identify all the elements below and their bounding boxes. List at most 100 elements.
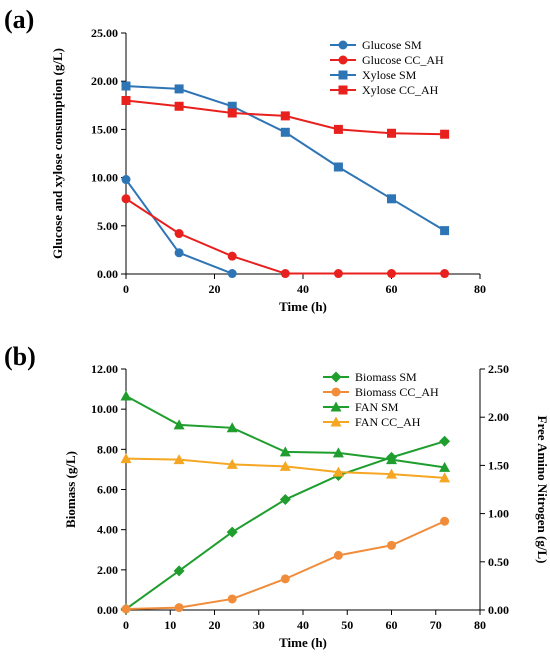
series-glucose-cc-ah	[121, 194, 450, 279]
data-point	[121, 194, 131, 204]
data-point	[440, 269, 450, 279]
series-glucose-sm	[121, 175, 237, 279]
legend-marker	[338, 55, 348, 65]
legend-marker	[338, 40, 348, 50]
y-tick-label: 12.00	[91, 362, 118, 376]
legend-item-xylose-sm: Xylose SM	[330, 68, 417, 82]
legend-label: FAN SM	[355, 400, 399, 414]
data-point	[121, 175, 131, 185]
legend-item-fan-cc-ah: FAN CC_AH	[323, 415, 421, 429]
y-tick-label: 10.00	[91, 171, 118, 185]
x-tick-label: 10	[164, 618, 176, 632]
data-point	[121, 604, 131, 614]
series-xylose-cc-ah	[121, 95, 450, 139]
y-tick-label: 2.00	[97, 563, 118, 577]
legend-item-biomass-cc-ah: Biomass CC_AH	[323, 385, 439, 399]
panel-label: (a)	[4, 5, 34, 34]
data-point	[227, 269, 237, 279]
legend-label: Xylose CC_AH	[362, 83, 439, 97]
data-point	[387, 194, 396, 204]
data-point	[387, 540, 396, 550]
legend-item-xylose-cc-ah: Xylose CC_AH	[330, 83, 439, 97]
y-tick-label: 0.00	[97, 267, 118, 281]
data-point	[439, 435, 451, 447]
data-point	[279, 446, 291, 457]
data-point	[280, 127, 290, 137]
data-point	[174, 603, 184, 613]
legend-item-biomass-sm: Biomass SM	[323, 370, 417, 384]
y-tick-label: 25.00	[91, 26, 118, 40]
series-line-glucose-sm	[125, 178, 233, 275]
x-tick-label: 60	[386, 618, 398, 632]
data-point	[227, 594, 237, 604]
x-tick-label: 20	[209, 618, 221, 632]
data-point	[440, 226, 450, 236]
data-point	[227, 101, 237, 111]
data-point	[279, 494, 291, 506]
x-tick-label: 20	[209, 282, 221, 296]
legend-label: Biomass CC_AH	[355, 385, 439, 399]
data-point	[173, 419, 185, 430]
data-point	[333, 269, 343, 279]
legend-label: Biomass SM	[355, 370, 417, 384]
y-tick-label: 4.00	[97, 523, 118, 537]
y2-tick-label: 0.50	[488, 555, 509, 569]
x-tick-label: 80	[474, 282, 486, 296]
data-point	[439, 461, 451, 472]
series-line-glucose-cc-ah	[125, 197, 445, 275]
legend-label: FAN CC_AH	[355, 415, 421, 429]
legend-label: Glucose CC_AH	[362, 53, 444, 67]
x-tick-label: 80	[474, 618, 486, 632]
x-tick-label: 0	[123, 282, 129, 296]
data-point	[173, 565, 185, 577]
series-fan-sm	[120, 390, 451, 472]
data-point	[280, 269, 290, 279]
y-tick-label: 6.00	[97, 483, 118, 497]
legend-item-glucose-cc-ah: Glucose CC_AH	[330, 53, 444, 67]
y-tick-label: 8.00	[97, 442, 118, 456]
data-point	[226, 526, 238, 538]
x-tick-label: 60	[386, 282, 398, 296]
data-point	[386, 454, 397, 465]
data-point	[386, 468, 397, 479]
y-tick-label: 20.00	[91, 74, 118, 88]
legend-marker	[330, 416, 342, 427]
data-point	[439, 472, 451, 483]
data-point	[333, 124, 343, 134]
legend-marker	[331, 387, 341, 397]
data-point	[174, 84, 184, 94]
data-point	[440, 129, 450, 139]
data-point	[387, 128, 396, 138]
y2-tick-label: 2.50	[488, 362, 509, 376]
data-point	[280, 574, 290, 584]
data-point	[120, 453, 132, 464]
y-tick-label: 0.00	[97, 603, 118, 617]
y2-tick-label: 1.00	[488, 507, 509, 521]
legend-marker	[330, 401, 342, 412]
data-point	[279, 460, 291, 471]
y2-tick-label: 0.00	[488, 603, 509, 617]
data-point	[226, 458, 238, 469]
x-tick-label: 40	[297, 618, 309, 632]
x-tick-label: 40	[297, 282, 309, 296]
y2-tick-label: 1.50	[488, 458, 509, 472]
data-point	[280, 111, 290, 121]
legend-item-glucose-sm: Glucose SM	[330, 38, 422, 52]
y2-axis-title: Free Amino Nitrogen (g/L)	[535, 416, 550, 564]
legend-marker	[330, 371, 342, 383]
x-axis-title: Time (h)	[279, 299, 327, 314]
data-point	[121, 95, 131, 105]
data-point	[440, 516, 450, 526]
x-axis-title: Time (h)	[279, 635, 327, 650]
data-point	[333, 550, 343, 560]
x-tick-label: 50	[341, 618, 353, 632]
y2-tick-label: 2.00	[488, 410, 509, 424]
series-biomass-cc-ah	[121, 516, 450, 614]
data-point	[174, 229, 184, 239]
x-tick-label: 30	[253, 618, 265, 632]
y-tick-label: 5.00	[97, 219, 118, 233]
data-point	[173, 454, 185, 465]
